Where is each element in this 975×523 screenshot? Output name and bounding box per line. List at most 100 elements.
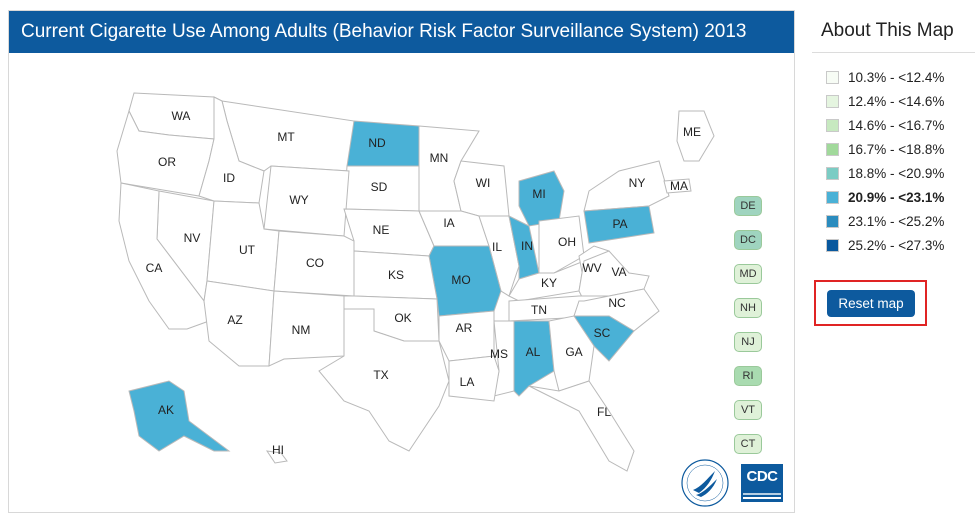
state-label-ms: MS <box>490 347 508 361</box>
state-va[interactable] <box>578 250 650 302</box>
state-label-ne: NE <box>373 223 390 237</box>
state-label-la: LA <box>460 375 475 389</box>
state-pa[interactable] <box>583 205 655 244</box>
cdc-logo: CDC <box>741 464 783 502</box>
legend-item[interactable]: 16.7% - <18.8% <box>826 137 975 161</box>
state-label-wv: WV <box>582 261 601 275</box>
state-hi[interactable] <box>265 450 288 464</box>
state-label-ny: NY <box>629 176 646 190</box>
legend-item[interactable]: 10.3% - <12.4% <box>826 65 975 89</box>
small-state-vt[interactable]: VT <box>734 400 762 420</box>
state-ms[interactable] <box>493 320 515 397</box>
small-state-md[interactable]: MD <box>734 264 762 284</box>
hhs-logo-icon <box>681 459 729 507</box>
state-label-sd: SD <box>371 180 388 194</box>
legend-label: 20.9% - <23.1% <box>848 189 945 205</box>
state-label-al: AL <box>526 345 541 359</box>
state-label-oh: OH <box>558 235 576 249</box>
state-label-id: ID <box>223 171 235 185</box>
reset-map-button[interactable]: Reset map <box>827 290 915 317</box>
state-ak[interactable] <box>128 380 231 452</box>
legend-label: 25.2% - <27.3% <box>848 237 945 253</box>
legend-item[interactable]: 25.2% - <27.3% <box>826 233 975 257</box>
small-state-dc[interactable]: DC <box>734 230 762 250</box>
state-fl[interactable] <box>528 380 635 472</box>
state-label-mn: MN <box>430 151 449 165</box>
state-label-mt: MT <box>277 130 295 144</box>
state-label-or: OR <box>158 155 176 169</box>
state-label-pa: PA <box>612 217 627 231</box>
legend-label: 23.1% - <25.2% <box>848 213 945 229</box>
about-title: About This Map <box>812 10 975 53</box>
state-oh[interactable] <box>538 215 585 274</box>
state-label-wa: WA <box>172 109 191 123</box>
map-title: Current Cigarette Use Among Adults (Beha… <box>9 11 794 53</box>
legend-item[interactable]: 18.8% - <20.9% <box>826 161 975 185</box>
legend-swatch <box>826 94 839 108</box>
legend-item[interactable]: 14.6% - <16.7% <box>826 113 975 137</box>
state-tx[interactable] <box>318 308 450 452</box>
reset-highlight-box: Reset map <box>814 280 927 326</box>
about-panel: About This Map 10.3% - <12.4% 12.4% - <14… <box>812 10 975 326</box>
state-label-ok: OK <box>394 311 411 325</box>
state-label-ga: GA <box>565 345 582 359</box>
legend-item[interactable]: 23.1% - <25.2% <box>826 209 975 233</box>
state-label-mo: MO <box>451 273 470 287</box>
state-label-az: AZ <box>227 313 242 327</box>
legend-item[interactable]: 20.9% - <23.1% <box>826 185 975 209</box>
small-state-de[interactable]: DE <box>734 196 762 216</box>
us-map: WA MT ND MN ME OR ID SD WI NY MA WY MI PA NV NE IA IL IN OH… <box>116 92 715 472</box>
state-label-ma: MA <box>670 179 688 193</box>
state-label-ut: UT <box>239 243 256 257</box>
state-label-wy: WY <box>289 193 308 207</box>
state-label-tn: TN <box>531 303 547 317</box>
state-label-ky: KY <box>541 276 557 290</box>
state-label-nv: NV <box>184 231 201 245</box>
cdc-logo-text: CDC <box>746 468 779 485</box>
legend: 10.3% - <12.4% 12.4% - <14.6% 14.6% - <16.… <box>812 53 975 257</box>
state-label-hi: HI <box>272 443 284 457</box>
state-label-ak: AK <box>158 403 174 417</box>
small-state-nj[interactable]: NJ <box>734 332 762 352</box>
small-state-ri[interactable]: RI <box>734 366 762 386</box>
state-ca[interactable] <box>118 182 210 330</box>
state-label-wi: WI <box>476 176 491 190</box>
small-states-list: DE DC MD NH NJ RI VT CT <box>734 196 764 468</box>
legend-label: 18.8% - <20.9% <box>848 165 945 181</box>
state-label-sc: SC <box>594 326 611 340</box>
state-label-ca: CA <box>146 261 163 275</box>
small-state-nh[interactable]: NH <box>734 298 762 318</box>
state-nm[interactable] <box>268 290 345 367</box>
state-ny[interactable] <box>583 160 670 212</box>
state-label-co: CO <box>306 256 324 270</box>
legend-label: 12.4% - <14.6% <box>848 93 945 109</box>
legend-label: 10.3% - <12.4% <box>848 69 945 85</box>
legend-swatch <box>826 214 839 228</box>
state-label-fl: FL <box>597 405 611 419</box>
logos: CDC <box>679 457 791 509</box>
map-panel: WA MT ND MN ME OR ID SD WI NY MA WY MI PA NV NE IA IL IN OH… <box>8 10 795 513</box>
state-label-nc: NC <box>608 296 626 310</box>
legend-swatch <box>826 142 839 156</box>
state-label-nm: NM <box>292 323 311 337</box>
state-me[interactable] <box>676 110 715 162</box>
state-label-me: ME <box>683 125 701 139</box>
legend-swatch <box>826 118 839 132</box>
legend-swatch <box>826 166 839 180</box>
state-ma[interactable] <box>663 178 692 194</box>
legend-label: 14.6% - <16.7% <box>848 117 945 133</box>
legend-swatch <box>826 238 839 252</box>
state-la[interactable] <box>448 355 500 402</box>
legend-swatch <box>826 190 839 204</box>
small-state-ct[interactable]: CT <box>734 434 762 454</box>
state-label-ks: KS <box>388 268 404 282</box>
state-label-il: IL <box>492 240 502 254</box>
legend-label: 16.7% - <18.8% <box>848 141 945 157</box>
state-label-in: IN <box>521 239 533 253</box>
state-label-tx: TX <box>373 368 388 382</box>
state-label-nd: ND <box>368 136 386 150</box>
state-ar[interactable] <box>438 310 495 362</box>
state-label-va: VA <box>611 265 626 279</box>
legend-item[interactable]: 12.4% - <14.6% <box>826 89 975 113</box>
state-label-ia: IA <box>443 216 454 230</box>
